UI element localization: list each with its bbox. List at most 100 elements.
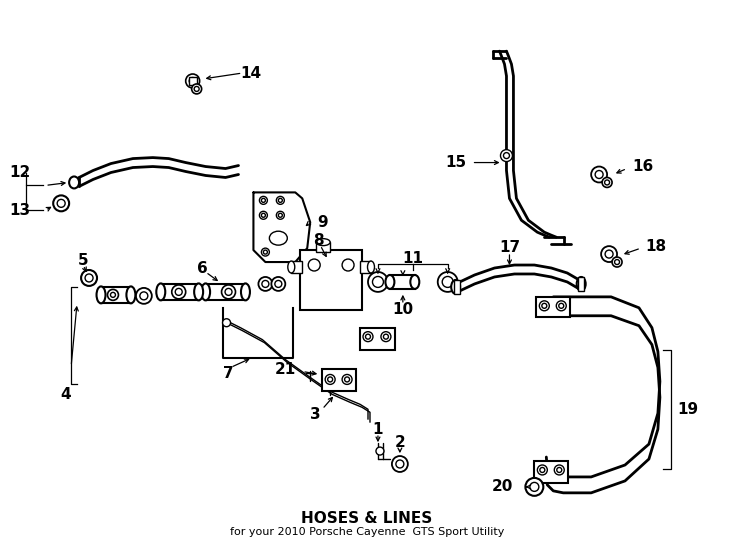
Ellipse shape bbox=[241, 284, 250, 300]
Text: 14: 14 bbox=[240, 65, 261, 80]
Circle shape bbox=[601, 246, 617, 262]
Text: HOSES & LINES: HOSES & LINES bbox=[302, 511, 432, 526]
Circle shape bbox=[258, 277, 272, 291]
Ellipse shape bbox=[195, 284, 203, 300]
Text: 19: 19 bbox=[677, 402, 698, 417]
Bar bbox=[360, 328, 395, 349]
Ellipse shape bbox=[451, 280, 460, 294]
Ellipse shape bbox=[577, 277, 586, 291]
Circle shape bbox=[537, 465, 548, 475]
Circle shape bbox=[195, 86, 199, 91]
Text: 21: 21 bbox=[275, 362, 297, 377]
Circle shape bbox=[614, 260, 619, 265]
Text: 16: 16 bbox=[632, 159, 653, 174]
Text: 17: 17 bbox=[499, 240, 520, 255]
Circle shape bbox=[501, 150, 512, 161]
Circle shape bbox=[192, 84, 202, 94]
Circle shape bbox=[308, 259, 320, 271]
Ellipse shape bbox=[97, 286, 106, 303]
Circle shape bbox=[325, 374, 335, 384]
Circle shape bbox=[542, 303, 547, 308]
Text: 5: 5 bbox=[78, 253, 88, 267]
Bar bbox=[390, 275, 415, 289]
Circle shape bbox=[259, 197, 267, 204]
Text: 4: 4 bbox=[60, 387, 70, 402]
Circle shape bbox=[272, 277, 286, 291]
Circle shape bbox=[557, 468, 562, 472]
Circle shape bbox=[81, 270, 97, 286]
Circle shape bbox=[539, 301, 549, 311]
Circle shape bbox=[437, 272, 458, 292]
Circle shape bbox=[602, 178, 612, 187]
Bar bbox=[291, 261, 302, 273]
Circle shape bbox=[554, 465, 564, 475]
Text: 15: 15 bbox=[446, 155, 467, 170]
Bar bbox=[537, 297, 570, 317]
Circle shape bbox=[172, 285, 186, 299]
Circle shape bbox=[261, 213, 266, 217]
Circle shape bbox=[275, 280, 282, 287]
Circle shape bbox=[381, 332, 391, 342]
Circle shape bbox=[53, 195, 69, 211]
Bar bbox=[360, 261, 371, 273]
Circle shape bbox=[383, 334, 388, 339]
Text: 11: 11 bbox=[402, 251, 424, 266]
Text: 8: 8 bbox=[313, 233, 324, 248]
Circle shape bbox=[222, 285, 236, 299]
Circle shape bbox=[107, 289, 118, 300]
Circle shape bbox=[612, 257, 622, 267]
Bar bbox=[300, 250, 362, 310]
Circle shape bbox=[344, 377, 349, 382]
Bar bbox=[454, 280, 459, 294]
Circle shape bbox=[342, 259, 354, 271]
Ellipse shape bbox=[288, 261, 295, 273]
Circle shape bbox=[276, 197, 284, 204]
Circle shape bbox=[278, 213, 283, 217]
Circle shape bbox=[261, 248, 269, 256]
Circle shape bbox=[539, 468, 545, 472]
Ellipse shape bbox=[316, 239, 330, 246]
Text: 2: 2 bbox=[394, 435, 405, 450]
Circle shape bbox=[327, 377, 333, 382]
Bar bbox=[161, 284, 199, 300]
Circle shape bbox=[559, 303, 564, 308]
Circle shape bbox=[276, 211, 284, 219]
Text: 9: 9 bbox=[317, 215, 328, 230]
Circle shape bbox=[605, 250, 613, 258]
Text: 20: 20 bbox=[492, 480, 514, 495]
Text: 13: 13 bbox=[10, 203, 31, 218]
Bar bbox=[578, 277, 584, 291]
Circle shape bbox=[186, 74, 200, 88]
Text: 10: 10 bbox=[392, 302, 413, 318]
Circle shape bbox=[262, 280, 269, 287]
Circle shape bbox=[111, 292, 115, 298]
Ellipse shape bbox=[69, 177, 79, 188]
Bar bbox=[101, 287, 131, 303]
Circle shape bbox=[189, 78, 196, 84]
Bar bbox=[534, 461, 568, 483]
Circle shape bbox=[222, 319, 230, 327]
Bar bbox=[206, 284, 245, 300]
Circle shape bbox=[368, 272, 388, 292]
Circle shape bbox=[376, 447, 384, 455]
Circle shape bbox=[225, 288, 232, 295]
Circle shape bbox=[261, 198, 266, 202]
Ellipse shape bbox=[410, 275, 419, 289]
Text: 18: 18 bbox=[645, 239, 666, 254]
Circle shape bbox=[504, 153, 509, 159]
Circle shape bbox=[442, 276, 453, 287]
Text: 7: 7 bbox=[223, 366, 234, 381]
Circle shape bbox=[372, 276, 383, 287]
Circle shape bbox=[278, 198, 283, 202]
Circle shape bbox=[595, 171, 603, 179]
Circle shape bbox=[85, 274, 93, 282]
Ellipse shape bbox=[368, 261, 374, 273]
Circle shape bbox=[175, 288, 182, 295]
Bar bbox=[189, 77, 197, 85]
Circle shape bbox=[264, 250, 267, 254]
Ellipse shape bbox=[201, 284, 210, 300]
Ellipse shape bbox=[269, 231, 287, 245]
Circle shape bbox=[259, 211, 267, 219]
Circle shape bbox=[605, 180, 609, 185]
Ellipse shape bbox=[156, 284, 165, 300]
